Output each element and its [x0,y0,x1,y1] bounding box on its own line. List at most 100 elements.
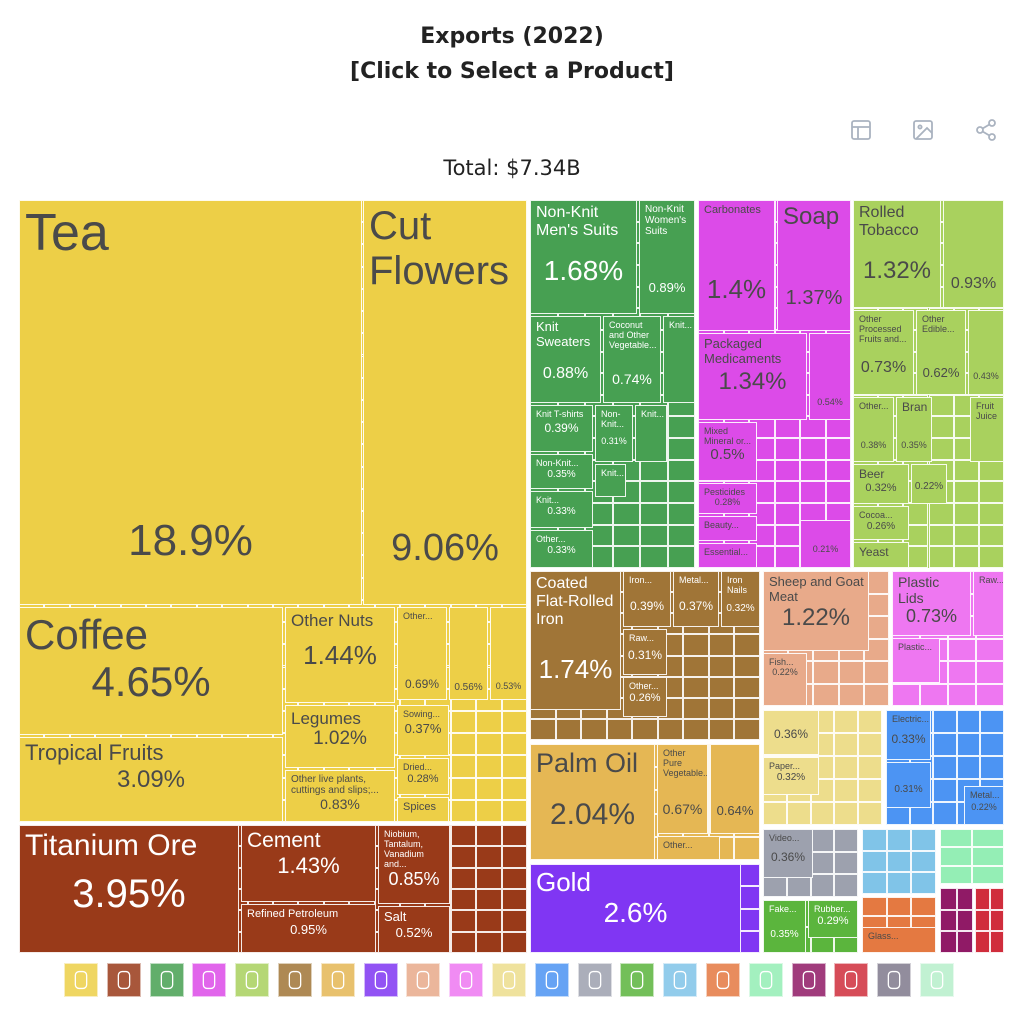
treemap-cell[interactable] [657,718,684,740]
treemap-cell[interactable] [989,888,1004,910]
treemap-cell[interactable] [858,779,882,802]
treemap-cell[interactable] [640,481,668,504]
treemap-tile[interactable]: Raw... [973,571,1004,636]
treemap-cell[interactable] [953,481,979,504]
treemap-cell[interactable] [940,847,972,866]
treemap-cell[interactable] [928,416,954,439]
treemap-tile[interactable]: Other... 0.69% [397,607,447,700]
treemap-cell[interactable] [501,710,527,734]
treemap-cell[interactable] [708,676,735,698]
treemap-cell[interactable] [450,710,477,734]
treemap-cell[interactable] [862,850,887,873]
treemap-cell[interactable] [810,802,835,825]
treemap-cell[interactable] [450,889,477,911]
treemap-cell[interactable] [933,733,957,756]
treemap-cell[interactable] [858,710,882,733]
treemap-cell[interactable] [948,683,976,706]
treemap-cell[interactable] [928,546,954,568]
treemap-tile[interactable]: 0.64% [710,744,760,834]
treemap-cell[interactable] [858,756,882,779]
treemap-cell[interactable] [786,802,811,825]
treemap-cell[interactable] [800,438,826,460]
image-icon[interactable] [911,118,935,142]
gauge-icon[interactable] [791,963,826,997]
treemap-cell[interactable] [734,676,760,698]
treemap-cell[interactable] [956,909,973,932]
treemap-cell[interactable] [640,546,668,568]
treemap-tile[interactable]: Paper... 0.32% [763,757,819,795]
treemap-tile[interactable]: Pesticides 0.28% [698,483,757,514]
treemap-cell[interactable] [862,897,887,916]
treemap-cell[interactable] [708,634,735,656]
treemap-cell[interactable] [953,459,979,482]
treemap-tile[interactable]: Non-Knit Men's Suits 1.68% [530,200,637,314]
treemap-cell[interactable] [734,718,760,740]
hide-icon[interactable] [748,963,783,997]
treemap-cell[interactable] [476,867,502,889]
treemap-cell[interactable] [800,481,826,504]
treemap-tile[interactable]: Glass... [862,927,936,953]
stone-icon[interactable] [706,963,740,997]
treemap-tile[interactable]: Bran 0.35% [896,397,932,462]
treemap-cell[interactable] [612,546,640,568]
treemap-tile[interactable]: Essential... [698,543,757,568]
treemap-cell[interactable] [501,846,527,868]
treemap-cell[interactable] [834,710,859,733]
treemap-tile[interactable]: Coffee 4.65% [19,607,283,735]
treemap-tile[interactable]: Spices [397,797,449,822]
treemap-cell[interactable] [956,888,973,910]
treemap-cell[interactable] [810,851,835,875]
road-icon[interactable] [663,963,698,997]
treemap-cell[interactable] [911,897,936,916]
treemap-cell[interactable] [501,825,527,847]
treemap-cell[interactable] [476,799,502,822]
treemap-cell[interactable] [683,676,709,698]
wheat-icon[interactable] [235,963,270,997]
treemap-cell[interactable] [858,733,882,756]
treemap-cell[interactable] [450,910,477,932]
treemap-tile[interactable]: 0.93% [943,200,1004,308]
treemap-cell[interactable] [708,697,735,719]
treemap-cell[interactable] [892,683,920,706]
pickaxe-icon[interactable] [106,963,141,997]
flask-icon[interactable] [192,963,227,997]
treemap-cell[interactable] [911,872,936,894]
treemap-cell[interactable] [450,777,477,800]
treemap-cell[interactable] [774,438,800,460]
treemap-cell[interactable] [708,718,735,740]
treemap-cell[interactable] [838,683,864,706]
treemap-cell[interactable] [612,524,640,547]
treemap-cell[interactable] [933,802,957,825]
treemap-cell[interactable] [825,438,851,460]
treemap-cell[interactable] [530,718,556,740]
chart-subtitle[interactable]: [Click to Select a Product] [350,59,674,84]
treemap-cell[interactable] [667,481,695,504]
treemap-cell[interactable] [933,756,957,779]
treemap-cell[interactable] [640,459,668,482]
treemap-cell[interactable] [450,755,477,778]
treemap-tile[interactable]: Titanium Ore 3.95% [19,825,239,953]
treemap-cell[interactable] [683,718,709,740]
treemap-cell[interactable] [886,897,912,916]
treemap-cell[interactable] [933,710,957,733]
diamond-icon[interactable] [363,963,398,997]
treemap-tile[interactable]: Video... 0.36% [763,829,813,878]
treemap-cell[interactable] [774,546,800,568]
treemap-tile[interactable]: Other Pure Vegetable... 0.67% [657,744,708,834]
treemap-cell[interactable] [956,756,981,779]
treemap-cell[interactable] [972,829,1004,848]
treemap-cell[interactable] [640,524,668,547]
treemap-cell[interactable] [834,802,859,825]
treemap-tile[interactable]: Plastic Lids 0.73% [892,571,971,636]
treemap-tile[interactable]: Cut Flowers 9.06% [363,200,527,605]
treemap-cell[interactable] [476,710,502,734]
treemap-tile[interactable]: Fake... 0.35% [763,900,806,953]
treemap-cell[interactable] [810,874,835,897]
treemap-cell[interactable] [825,459,851,482]
treemap-cell[interactable] [886,850,912,873]
treemap-tile[interactable]: Knit... 0.33% [530,491,593,528]
treemap-cell[interactable] [978,546,1004,568]
treemap-tile[interactable]: 0.54% [809,333,851,420]
treemap-cell[interactable] [734,836,760,860]
tomato-icon[interactable] [64,963,98,997]
